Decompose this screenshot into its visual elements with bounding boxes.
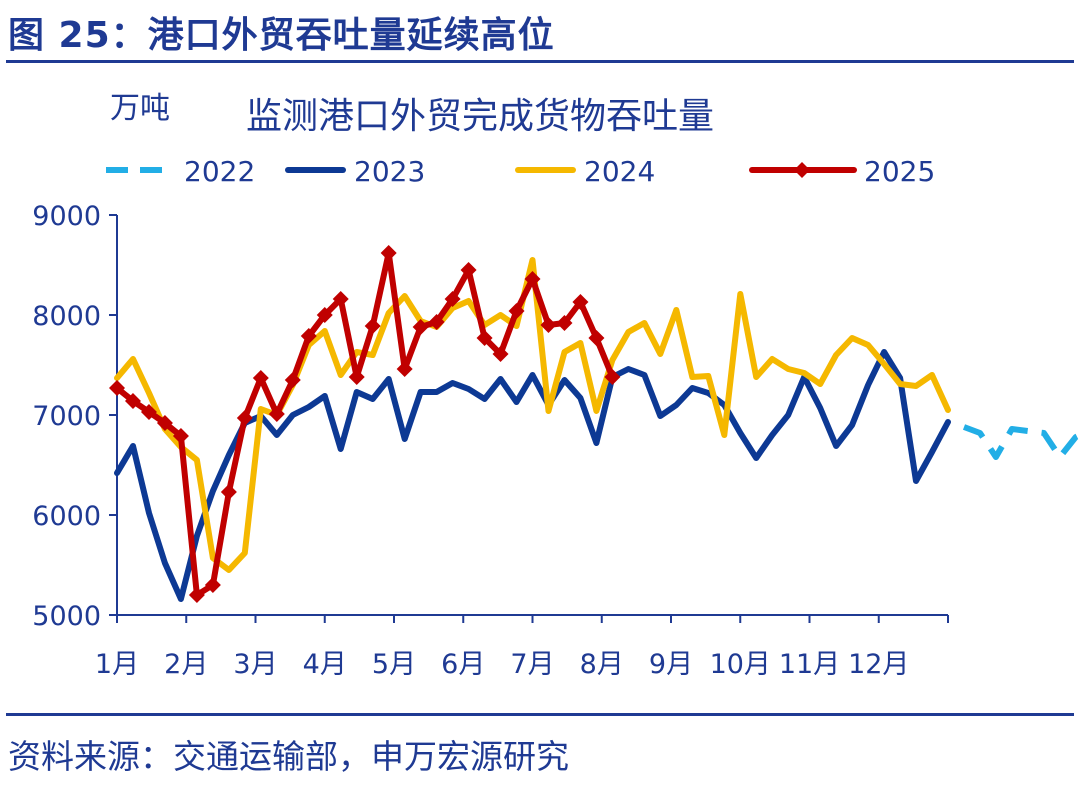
x-tick-label: 9月 (649, 649, 693, 680)
x-tick-label: 5月 (372, 649, 416, 680)
data-point-2025 (428, 314, 445, 330)
y-tick-label: 8000 (32, 301, 101, 332)
data-point-2025 (300, 328, 317, 344)
legend-label-2022: 2022 (184, 155, 255, 188)
data-point-2025 (252, 370, 269, 386)
y-tick-label: 6000 (32, 501, 101, 532)
x-tick-label: 10月 (710, 649, 771, 680)
legend-label-2025: 2025 (864, 155, 935, 188)
data-point-2025 (109, 380, 125, 396)
chart-title: 监测港口外贸完成货物吞吐量 (246, 96, 714, 137)
x-tick-label: 3月 (233, 649, 277, 680)
data-point-2025 (588, 330, 605, 346)
source-note: 资料来源：交通运输部，申万宏源研究 (8, 737, 569, 776)
data-point-2025 (556, 315, 573, 331)
data-point-2025 (540, 317, 557, 333)
y-tick-label: 9000 (32, 201, 101, 232)
legend-label-2024: 2024 (584, 155, 655, 188)
data-point-2025 (140, 404, 157, 420)
y-tick-label: 7000 (32, 401, 101, 432)
x-tick-label: 4月 (303, 649, 347, 680)
data-point-2025 (284, 372, 301, 388)
legend-label-2023: 2023 (354, 155, 425, 188)
legend-item-2024: 2024 (515, 155, 655, 188)
legend-marker-2025 (794, 162, 810, 178)
data-point-2025 (524, 271, 541, 287)
legend-item-2025: 2025 (749, 155, 935, 188)
data-point-2025 (124, 393, 141, 409)
legend-item-2022: 2022 (106, 155, 255, 188)
data-point-2025 (332, 291, 349, 307)
x-tick-label: 8月 (580, 649, 624, 680)
legend-item-2023: 2023 (285, 155, 425, 188)
x-tick-label: 7月 (510, 649, 554, 680)
data-point-2025 (476, 330, 493, 346)
data-point-2025 (604, 369, 621, 385)
data-point-2025 (316, 307, 333, 323)
x-tick-label: 12月 (848, 649, 909, 680)
series-line-2022 (962, 424, 1080, 460)
source-divider (6, 713, 1074, 716)
chart: 万吨 监测港口外贸完成货物吞吐量 2022 2023 2024 2025 9000 8000 7… (32, 91, 1080, 680)
data-point-2025 (172, 428, 189, 444)
x-tick-label: 6月 (441, 649, 485, 680)
data-point-2025 (268, 406, 285, 422)
data-point-2025 (348, 369, 365, 385)
data-point-2025 (508, 303, 525, 319)
y-tick-label: 5000 (32, 601, 101, 632)
data-point-2025 (236, 410, 253, 426)
title-divider (6, 60, 1074, 63)
x-tick-label: 1月 (95, 649, 139, 680)
data-point-2025 (188, 587, 205, 603)
figure-title: 图 25：港口外贸吞吐量延续高位 (8, 15, 555, 56)
data-point-2025 (204, 577, 221, 593)
data-point-2025 (220, 484, 237, 500)
series-line-2024 (114, 257, 951, 573)
data-point-2025 (380, 245, 397, 261)
x-tick-label: 11月 (779, 649, 840, 680)
data-point-2025 (460, 262, 477, 278)
data-point-2025 (572, 294, 589, 310)
series-line-2023 (114, 349, 951, 602)
y-axis-unit-label: 万吨 (110, 91, 170, 126)
data-point-2025 (396, 361, 413, 377)
x-tick-label: 2月 (164, 649, 208, 680)
data-point-2025 (364, 318, 381, 334)
data-point-2025 (444, 291, 461, 307)
data-point-2025 (412, 319, 429, 335)
data-point-2025 (492, 346, 509, 362)
data-point-2025 (156, 415, 173, 431)
